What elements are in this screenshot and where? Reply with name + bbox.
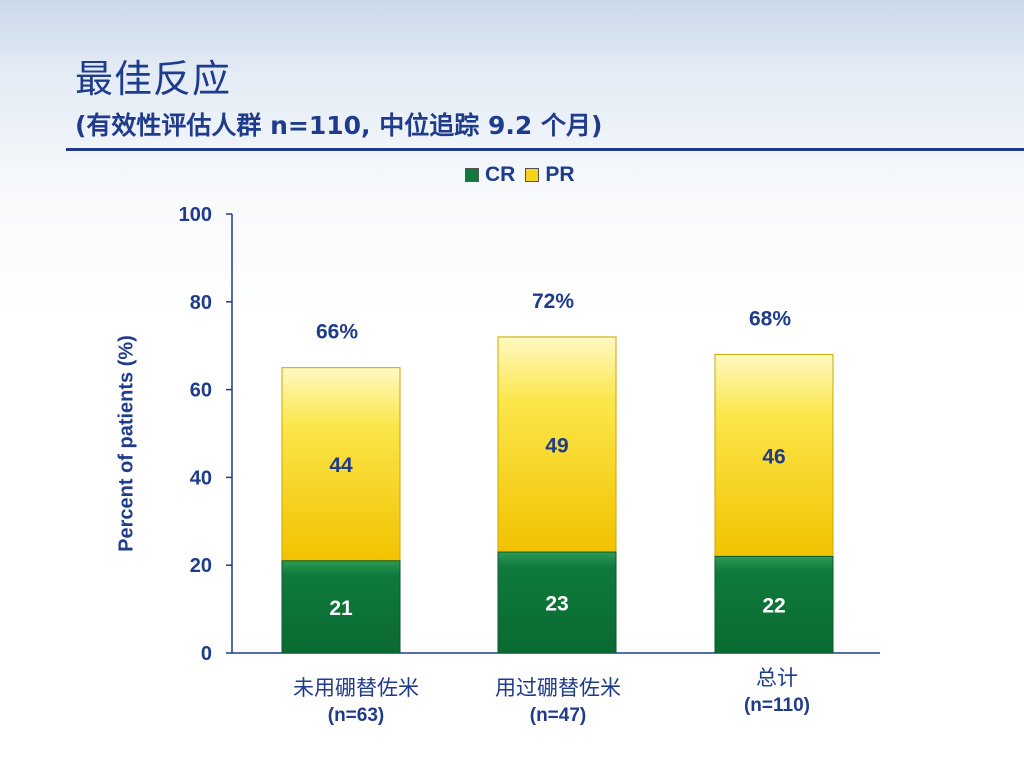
bar-segment-cr [497,551,617,654]
slide-title: 最佳反应 [75,57,232,101]
bar-segment-pr [281,367,401,562]
total-label: 72% [532,290,574,313]
category-name: 用过硼替佐米 [495,676,621,700]
bar-segment-cr [714,555,834,654]
data-label-cr: 22 [762,595,785,618]
chart-legend: CR PR [465,163,575,187]
bar-segment-pr [497,336,617,553]
legend-label-pr: PR [545,163,575,186]
category-name: 总计 [756,666,798,690]
legend-item-cr: CR [465,163,515,187]
data-label-pr: 46 [762,445,785,468]
data-label-pr: 44 [329,454,353,477]
bar-segment-cr [281,560,401,654]
category-n: (n=63) [327,705,385,726]
y-tick-label: 80 [190,292,212,314]
y-tick-label: 100 [179,204,212,226]
y-tick-label: 0 [201,643,212,665]
title-divider [66,148,1024,151]
y-tick-label: 20 [190,555,212,577]
bar-segment-pr [714,353,834,557]
category-label-0: 未用硼替佐米 (n=63) [256,674,456,730]
data-label-cr: 23 [545,593,568,616]
category-label-1: 用过硼替佐米 (n=47) [458,674,658,730]
category-label-2: 总计 (n=110) [677,664,877,720]
category-n: (n=110) [743,695,810,716]
total-label: 68% [749,307,791,330]
category-n: (n=47) [529,705,587,726]
total-label: 66% [316,321,358,344]
slide-subtitle: (有效性评估人群 n=110, 中位追踪 9.2 个月) [75,111,603,140]
legend-label-cr: CR [485,163,516,186]
data-label-cr: 21 [329,597,353,620]
legend-item-pr: PR [525,163,575,187]
y-tick-label: 60 [190,380,212,402]
category-name: 未用硼替佐米 [293,676,419,700]
legend-swatch-pr [525,168,540,182]
legend-swatch-cr [465,168,479,182]
y-tick-label: 40 [190,467,212,489]
data-label-pr: 49 [545,434,568,457]
